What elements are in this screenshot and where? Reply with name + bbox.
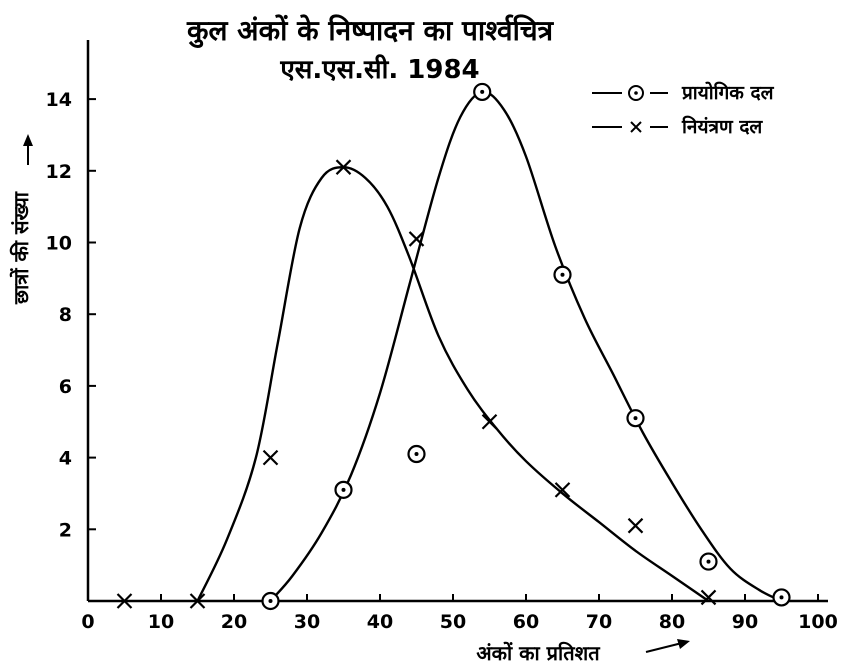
legend-label-experimental: प्रायोगिक दल: [681, 81, 775, 104]
data-point-experimental: [407, 444, 426, 464]
data-point-center: [480, 89, 485, 94]
y-tick-label: 14: [46, 89, 72, 111]
y-tick-label: 6: [59, 376, 72, 398]
x-tick-label: 70: [586, 611, 612, 633]
x-tick-label: 50: [440, 611, 466, 633]
series-line-0: [269, 90, 783, 603]
legend-marker-x-icon: [630, 121, 642, 133]
data-point-control: [335, 159, 352, 175]
y-tick-label: 8: [59, 304, 72, 326]
x-tick-label: 100: [798, 611, 838, 633]
data-point-control: [189, 593, 206, 609]
data-point-experimental: [334, 480, 353, 499]
data-point-experimental: [553, 265, 572, 284]
series-markers: [116, 82, 791, 611]
data-point-experimental: [473, 82, 492, 102]
data-point-center: [341, 487, 346, 492]
data-point-control: [408, 231, 425, 247]
legend-marker-center-dot-icon: [634, 91, 638, 95]
legend: प्रायोगिक दल नियंत्रण दल: [592, 81, 775, 138]
data-point-center: [633, 416, 638, 421]
x-tick-label: 30: [294, 611, 320, 633]
y-tick-label: 10: [46, 233, 72, 255]
y-tick-label: 12: [46, 161, 72, 183]
data-point-control: [481, 413, 498, 430]
series-line-1: [196, 166, 710, 602]
y-tick-label: 2: [59, 519, 72, 541]
x-tick-label: 90: [732, 611, 758, 633]
data-point-experimental: [772, 588, 791, 607]
data-point-control: [116, 593, 133, 609]
legend-marker-circle-dot-icon: [628, 85, 644, 101]
data-point-control: [627, 517, 644, 534]
chart-title: कुल अंकों के निष्पादन का पार्श्वचित्र: [186, 14, 555, 48]
data-point-center: [560, 272, 565, 277]
x-tick-label: 40: [367, 611, 393, 633]
data-point-experimental: [626, 409, 645, 428]
legend-label-control: नियंत्रण दल: [681, 115, 763, 138]
series-curves: [196, 90, 783, 603]
legend-item-control: नियंत्रण दल: [592, 115, 763, 138]
data-point-center: [779, 595, 784, 600]
data-point-experimental: [261, 591, 280, 611]
data-point-control: [700, 589, 717, 606]
x-tick-label: 80: [659, 611, 685, 633]
legend-item-experimental: प्रायोगिक दल: [592, 81, 775, 104]
data-point-center: [268, 599, 273, 603]
chart-titles: कुल अंकों के निष्पादन का पार्श्वचित्र एस…: [186, 14, 555, 85]
data-point-experimental: [699, 552, 718, 571]
y-tick-label: 4: [59, 448, 72, 470]
x-tick-label: 0: [81, 611, 94, 633]
y-axis-label-arrowhead-icon: [23, 134, 33, 146]
x-tick-label: 60: [513, 611, 539, 633]
data-point-control: [262, 449, 279, 466]
x-axis-ticks: 0 10 20 30 40 50 60 70 80 90 100: [81, 594, 838, 633]
axis-labels: अंकों का प्रतिशत छात्रों की संख्या: [9, 134, 690, 665]
x-tick-label: 20: [221, 611, 247, 633]
x-axis-label: अंकों का प्रतिशत: [476, 641, 601, 665]
y-axis-ticks: 2 4 6 8 10 12 14: [46, 89, 96, 541]
x-tick-label: 10: [148, 611, 174, 633]
data-point-center: [414, 452, 419, 457]
chart-subtitle: एस.एस.सी. 1984: [279, 54, 479, 85]
x-axis-label-arrowhead-icon: [677, 639, 690, 649]
data-point-center: [706, 559, 711, 564]
data-point-control: [554, 482, 571, 498]
y-axis-label: छात्रों की संख्या: [9, 191, 33, 305]
